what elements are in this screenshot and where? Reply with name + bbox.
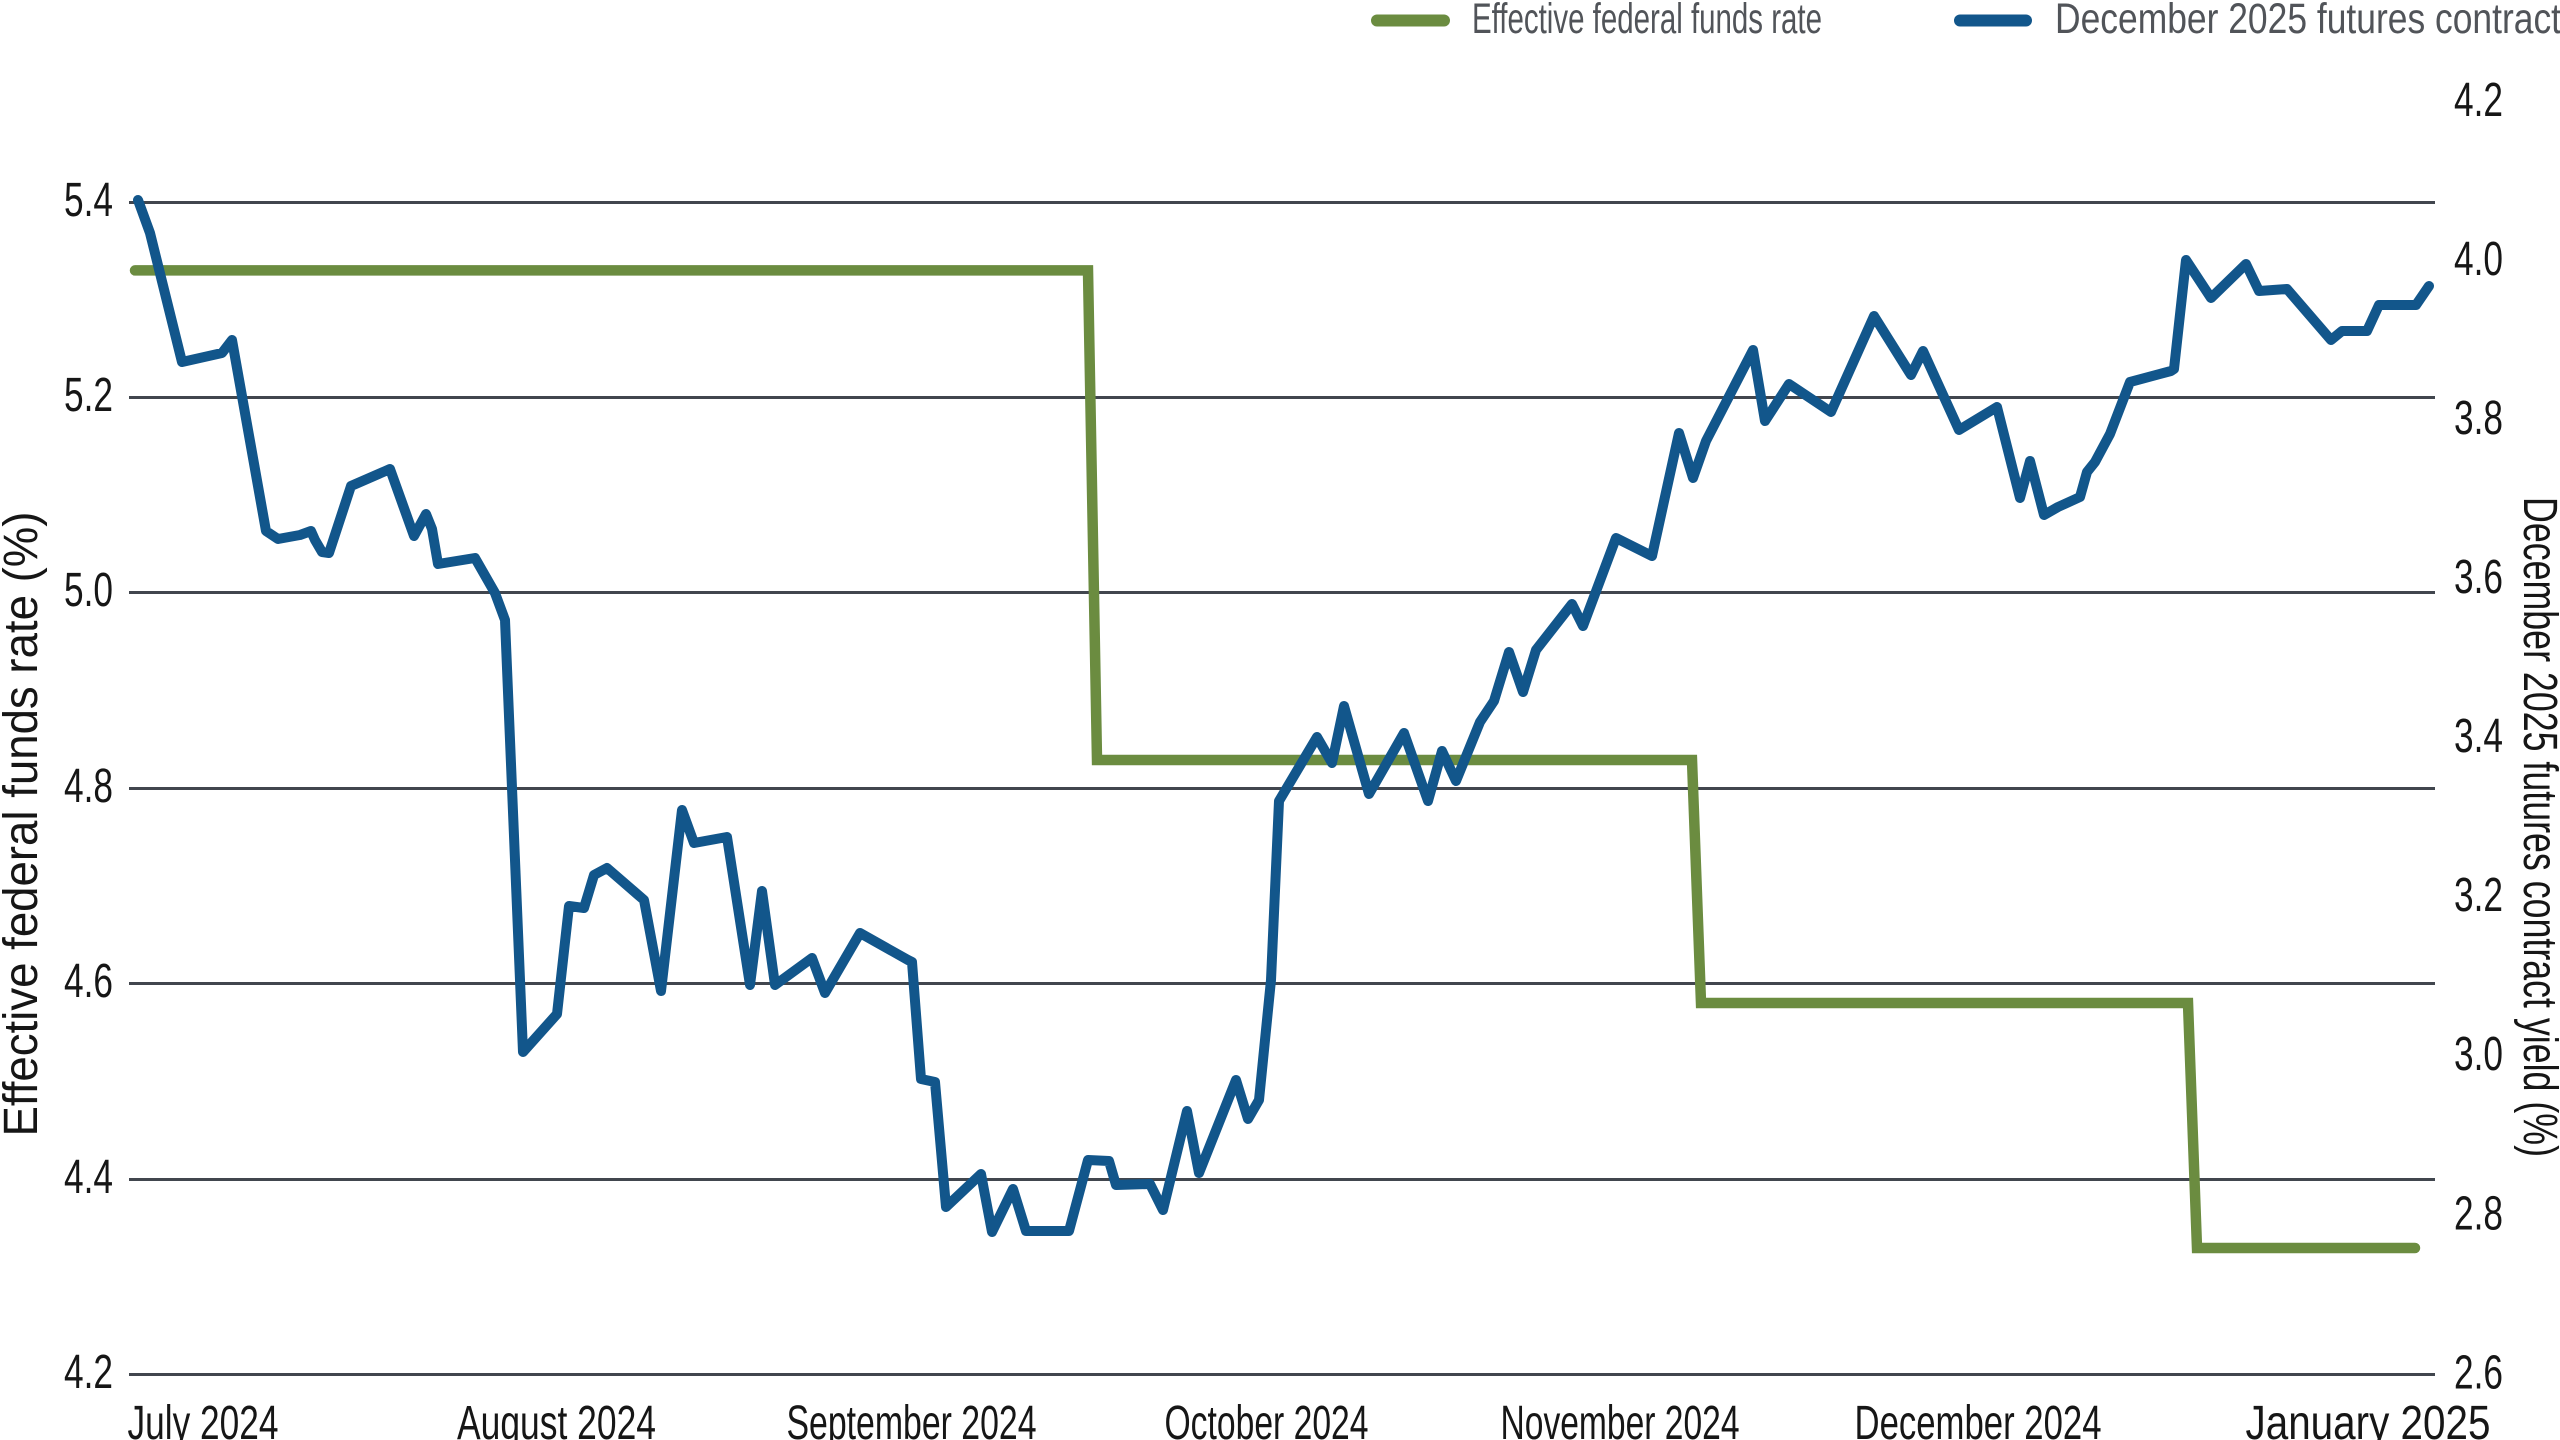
svg-text:4.2: 4.2 [64,1346,113,1399]
svg-text:4.6: 4.6 [64,955,113,1008]
svg-text:3.8: 3.8 [2454,392,2503,445]
svg-text:December 2024: December 2024 [1855,1397,2102,1440]
svg-text:September 2024: September 2024 [787,1397,1037,1440]
svg-text:August 2024: August 2024 [457,1397,656,1440]
svg-text:2.6: 2.6 [2454,1347,2503,1400]
svg-text:4.4: 4.4 [64,1151,113,1204]
svg-text:November 2024: November 2024 [1501,1397,1740,1440]
svg-text:3.4: 3.4 [2454,710,2503,763]
svg-text:January 2025: January 2025 [2246,1397,2491,1440]
svg-text:4.2: 4.2 [2454,74,2503,127]
svg-text:Effective federal funds rate: Effective federal funds rate [1472,0,1822,43]
svg-text:3.6: 3.6 [2454,551,2503,604]
svg-text:5.0: 5.0 [64,564,113,617]
svg-text:4.8: 4.8 [64,760,113,813]
svg-text:4.0: 4.0 [2454,233,2503,286]
svg-text:3.0: 3.0 [2454,1028,2503,1081]
svg-text:Effective federal funds rate (: Effective federal funds rate (%) [0,512,48,1137]
svg-text:December 2025 futures contract: December 2025 futures contract yield (%) [2513,497,2560,1157]
svg-text:July 2024: July 2024 [128,1397,279,1440]
svg-text:October 2024: October 2024 [1165,1397,1369,1440]
svg-text:December 2025 futures contract: December 2025 futures contract [2055,0,2560,43]
svg-text:2.8: 2.8 [2454,1187,2503,1240]
svg-text:3.2: 3.2 [2454,869,2503,922]
svg-text:5.4: 5.4 [64,174,113,227]
svg-text:5.2: 5.2 [64,369,113,422]
